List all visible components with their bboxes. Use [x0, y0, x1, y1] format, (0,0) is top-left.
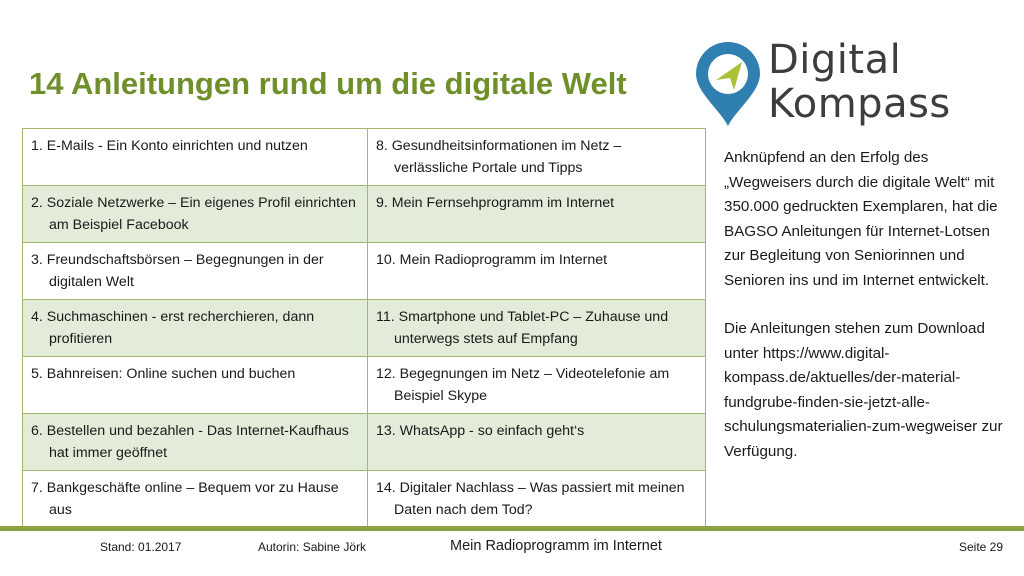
table-cell: 14. Digitaler Nachlass – Was passiert mi…: [367, 470, 706, 528]
logo-wordmark: Digital Kompass: [768, 38, 951, 126]
table-row: 3. Freundschaftsbörsen – Begegnungen in …: [22, 242, 706, 300]
guide-item: 10. Mein Radioprogramm im Internet: [376, 252, 608, 268]
guide-item: 14. Digitaler Nachlass – Was passiert mi…: [376, 480, 685, 518]
footer-page-number: Seite 29: [959, 540, 1004, 554]
table-row: 7. Bankgeschäfte online – Bequem vor zu …: [22, 470, 706, 528]
slide-title: 14 Anleitungen rund um die digitale Welt: [29, 66, 627, 101]
table-row: 1. E-Mails - Ein Konto einrichten und nu…: [22, 128, 706, 186]
table-row: 2. Soziale Netzwerke – Ein eigenes Profi…: [22, 185, 706, 243]
table-cell: 13. WhatsApp - so einfach geht‘s: [367, 413, 706, 471]
footer-divider: [0, 526, 1024, 531]
table-cell: 9. Mein Fernsehprogramm im Internet: [367, 185, 706, 243]
footer-author: Autorin: Sabine Jörk: [258, 540, 367, 554]
logo-word-kompass: Kompass: [768, 81, 951, 127]
table-cell: 1. E-Mails - Ein Konto einrichten und nu…: [22, 128, 368, 186]
guide-item: 11. Smartphone und Tablet-PC – Zuhause u…: [376, 309, 669, 347]
info-text: Anknüpfend an den Erfolg des „Wegweisers…: [724, 146, 1009, 488]
table-row: 6. Bestellen und bezahlen - Das Internet…: [22, 413, 706, 471]
guide-item: 1. E-Mails - Ein Konto einrichten und nu…: [31, 138, 308, 154]
table-row: 4. Suchmaschinen - erst recherchieren, d…: [22, 299, 706, 357]
guide-item: 13. WhatsApp - so einfach geht‘s: [376, 423, 585, 439]
table-cell: 5. Bahnreisen: Online suchen und buchen: [22, 356, 368, 414]
guide-item: 9. Mein Fernsehprogramm im Internet: [376, 195, 615, 211]
guide-item: 3. Freundschaftsbörsen – Begegnungen in …: [31, 252, 324, 290]
guide-item: 8. Gesundheitsinformationen im Netz – ve…: [376, 138, 622, 176]
table-row: 5. Bahnreisen: Online suchen und buchen …: [22, 356, 706, 414]
guide-item: 2. Soziale Netzwerke – Ein eigenes Profi…: [31, 195, 356, 233]
info-paragraph-download: Die Anleitungen stehen zum Download unte…: [724, 320, 1003, 460]
guide-item: 4. Suchmaschinen - erst recherchieren, d…: [31, 309, 315, 347]
guide-item: 5. Bahnreisen: Online suchen und buchen: [31, 366, 296, 382]
footer-topic: Mein Radioprogramm im Internet: [450, 538, 662, 554]
info-paragraph-intro: Anknüpfend an den Erfolg des „Wegweisers…: [724, 149, 998, 289]
guides-table: 1. E-Mails - Ein Konto einrichten und nu…: [22, 128, 706, 528]
table-cell: 3. Freundschaftsbörsen – Begegnungen in …: [22, 242, 368, 300]
logo-word-digital: Digital: [768, 37, 902, 83]
guide-item: 7. Bankgeschäfte online – Bequem vor zu …: [31, 480, 339, 518]
table-cell: 2. Soziale Netzwerke – Ein eigenes Profi…: [22, 185, 368, 243]
table-cell: 7. Bankgeschäfte online – Bequem vor zu …: [22, 470, 368, 528]
footer-date: Stand: 01.2017: [100, 540, 182, 554]
table-cell: 8. Gesundheitsinformationen im Netz – ve…: [367, 128, 706, 186]
table-cell: 10. Mein Radioprogramm im Internet: [367, 242, 706, 300]
map-pin-icon: [696, 42, 760, 126]
guide-item: 12. Begegnungen im Netz – Videotelefonie…: [376, 366, 670, 404]
guide-item: 6. Bestellen und bezahlen - Das Internet…: [31, 423, 349, 461]
table-cell: 11. Smartphone und Tablet-PC – Zuhause u…: [367, 299, 706, 357]
digital-kompass-logo: Digital Kompass: [690, 38, 990, 138]
table-cell: 6. Bestellen und bezahlen - Das Internet…: [22, 413, 368, 471]
table-cell: 4. Suchmaschinen - erst recherchieren, d…: [22, 299, 368, 357]
table-cell: 12. Begegnungen im Netz – Videotelefonie…: [367, 356, 706, 414]
